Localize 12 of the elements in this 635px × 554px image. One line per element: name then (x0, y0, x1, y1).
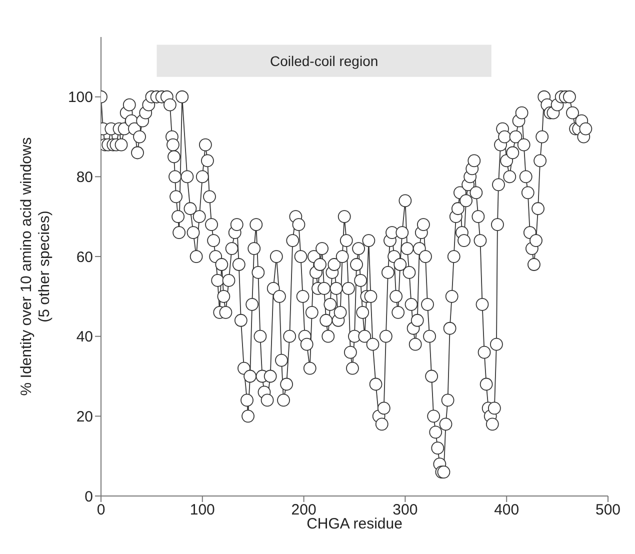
y-tick-label: 20 (76, 408, 93, 426)
y-tick-label: 80 (76, 169, 93, 186)
band-label: Coiled-coil region (270, 52, 378, 69)
y-tick-label: 0 (84, 488, 93, 506)
y-tick-label: 40 (76, 328, 93, 346)
y-tick-label: 60 (76, 248, 93, 266)
x-tick-label: 100 (190, 502, 215, 519)
x-tick-label: 500 (595, 502, 621, 519)
y-axis-title: % Identity over 10 amino acid windows (5 other species) (18, 137, 53, 396)
x-tick-label: 0 (96, 502, 106, 519)
y-tick-label: 100 (68, 89, 93, 106)
x-tick-label: 400 (494, 502, 520, 519)
